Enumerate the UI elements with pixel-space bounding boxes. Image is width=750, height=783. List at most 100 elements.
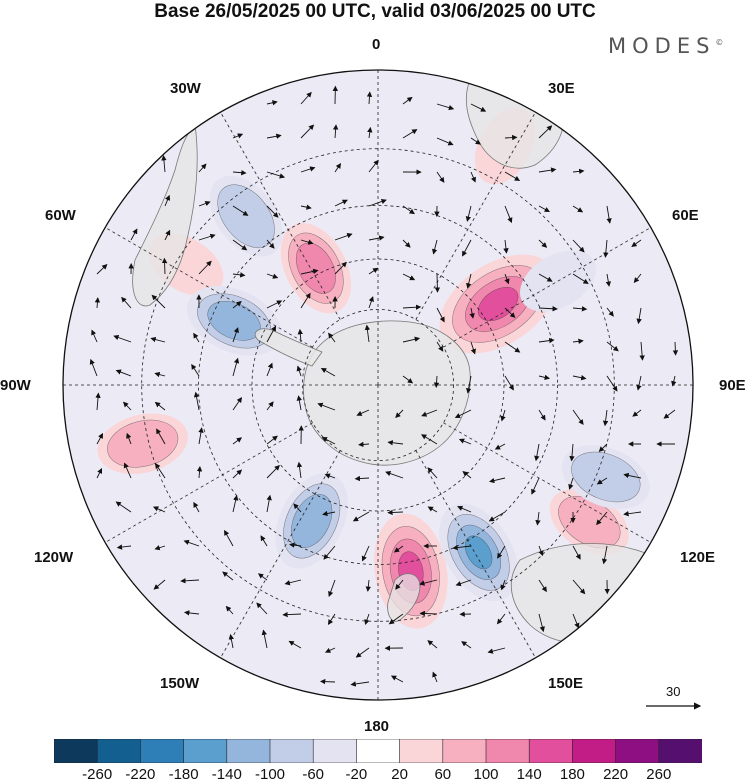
wind-arrow <box>535 511 541 526</box>
latitude-circle <box>301 308 454 461</box>
wind-arrow <box>130 228 138 241</box>
wind-arrow <box>300 292 311 309</box>
wind-arrow <box>232 469 243 479</box>
wind-arrow <box>402 239 411 248</box>
wind-arrow <box>180 578 200 584</box>
wind-arrow <box>393 545 404 553</box>
wind-arrow <box>322 510 336 517</box>
wind-arrow <box>232 301 242 309</box>
wind-arrow <box>96 467 103 479</box>
wind-arrow <box>572 205 584 213</box>
antarctica-landmass <box>303 320 471 466</box>
wind-arrow <box>636 307 642 325</box>
wind-arrow <box>603 239 609 258</box>
wind-arrow <box>504 341 521 353</box>
south-america-landmass <box>132 124 198 307</box>
wind-arrow <box>433 375 440 388</box>
wind-arrow <box>455 579 472 587</box>
wind-arrow <box>232 239 248 251</box>
anomaly-blob <box>439 503 519 602</box>
wind-arrow <box>232 437 243 445</box>
colorbar-swatch <box>96 739 142 763</box>
wind-arrow <box>454 409 472 418</box>
lon-label-60w: 60W <box>45 207 76 224</box>
brand-name: MODES <box>608 34 716 58</box>
wind-arrow <box>367 126 373 139</box>
wind-arrow <box>320 367 336 377</box>
wind-arrow <box>164 194 171 207</box>
wind-arrow <box>354 475 370 482</box>
wind-arrow <box>327 613 336 626</box>
wind-arrow <box>534 443 540 462</box>
wind-arrow <box>334 233 353 241</box>
wind-arrow <box>402 205 415 215</box>
wind-arrow <box>421 434 438 445</box>
wind-arrow <box>296 365 302 377</box>
wind-arrow <box>154 401 166 411</box>
wind-arrow <box>470 341 476 355</box>
colorbar-swatch <box>615 739 660 763</box>
lon-label-150w: 150W <box>160 675 200 692</box>
wind-arrow <box>421 409 438 417</box>
wind-arrow <box>538 409 546 421</box>
wind-arrow <box>191 363 200 377</box>
wind-arrow <box>266 435 278 445</box>
wind-arrow <box>461 641 472 649</box>
wind-arrow <box>538 239 548 248</box>
wind-arrow <box>328 579 336 597</box>
lon-label-120e: 120E <box>680 549 716 566</box>
wind-arrow <box>364 613 370 625</box>
wind-arrow <box>497 545 506 559</box>
wind-arrow <box>572 579 586 595</box>
wind-arrow <box>572 375 587 381</box>
wind-arrow <box>402 129 418 139</box>
wind-arrow <box>323 545 336 560</box>
wind-arrow <box>121 296 132 309</box>
wind-arrow <box>470 137 482 145</box>
wind-arrow <box>334 261 347 275</box>
wind-arrow <box>193 501 200 513</box>
wind-arrow <box>601 545 608 565</box>
wind-arrow <box>572 545 581 560</box>
wind-arrow <box>284 579 302 586</box>
wind-arrow <box>436 171 445 183</box>
wind-arrow <box>596 511 608 526</box>
wind-arrow <box>402 375 414 384</box>
wind-arrow <box>150 336 166 343</box>
wind-arrow <box>500 409 506 422</box>
wind-arrow <box>623 511 642 517</box>
wind-arrow <box>500 579 506 591</box>
wind-arrow <box>462 239 472 257</box>
brand-copyright-mark: © <box>715 38 724 47</box>
lon-label-90e: 90E <box>719 377 746 394</box>
wind-arrow <box>504 375 514 391</box>
wind-arrow <box>572 239 585 253</box>
colorbar-tick-label: 180 <box>559 766 585 783</box>
wind-arrow <box>457 505 472 513</box>
wind-arrow <box>504 307 516 318</box>
australia-landmass <box>511 543 667 645</box>
wind-arrow <box>671 375 677 387</box>
wind-arrow <box>196 466 203 479</box>
colorbar-tick-label: -60 <box>302 766 325 783</box>
wind-arrow <box>419 610 438 617</box>
colorbar-tick-label: 140 <box>516 766 542 783</box>
wind-arrow <box>328 332 336 343</box>
colorbar-swatch <box>269 739 314 763</box>
wind-arrow <box>94 297 101 309</box>
colorbar-swatch <box>183 739 228 763</box>
wind-arrow <box>596 477 608 485</box>
wind-arrow <box>387 440 404 446</box>
wind-arrow <box>503 239 509 254</box>
wind-arrow <box>436 103 455 111</box>
wind-arrow <box>319 678 336 685</box>
wind-arrow <box>232 205 249 216</box>
wind-arrow <box>355 647 370 658</box>
wind-arrow <box>334 199 348 207</box>
wind-arrow <box>419 579 438 586</box>
wind-arrow <box>198 163 207 173</box>
wind-arrow <box>266 464 280 479</box>
colorbar-swatch <box>485 739 530 763</box>
wind-arrow <box>260 535 268 547</box>
colorbar-swatch <box>226 739 271 763</box>
